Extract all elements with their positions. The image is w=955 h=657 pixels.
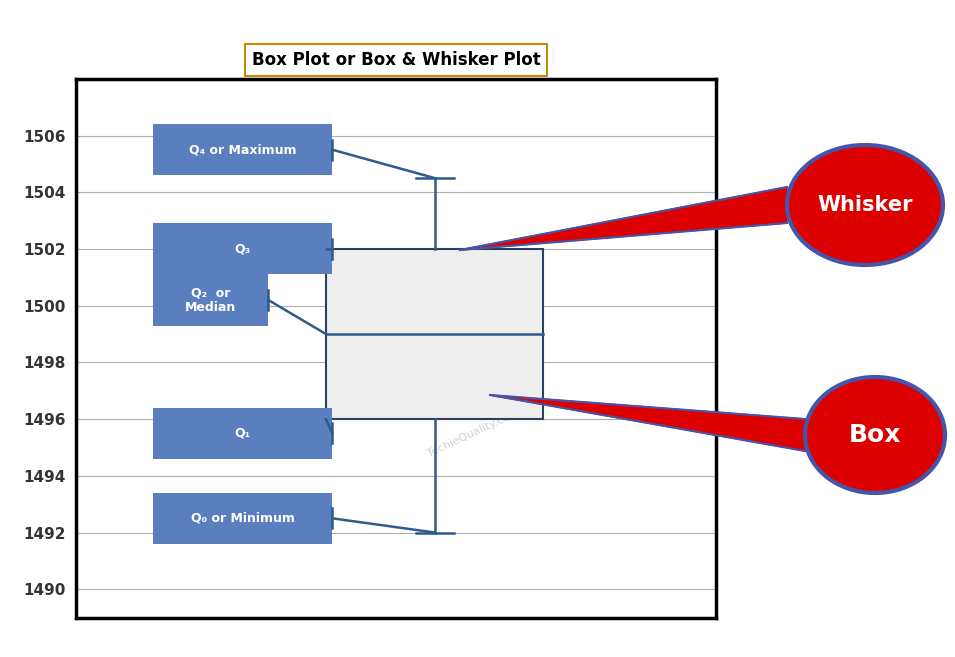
- Polygon shape: [490, 395, 805, 451]
- Title: Box Plot or Box & Whisker Plot: Box Plot or Box & Whisker Plot: [252, 51, 541, 69]
- Bar: [326, 249, 543, 419]
- Bar: [153, 223, 332, 275]
- Text: Q₃: Q₃: [235, 242, 251, 256]
- Text: TechieQuality.com: TechieQuality.com: [425, 407, 520, 459]
- Text: Q₁: Q₁: [235, 427, 251, 440]
- Text: Box: Box: [849, 423, 902, 447]
- Text: Whisker: Whisker: [817, 195, 913, 215]
- Text: Q₂  or
Median: Q₂ or Median: [185, 286, 237, 314]
- Text: Q₀ or Minimum: Q₀ or Minimum: [191, 512, 295, 525]
- Bar: [153, 275, 268, 325]
- Ellipse shape: [805, 377, 945, 493]
- Text: Q₄ or Maximum: Q₄ or Maximum: [189, 143, 296, 156]
- Bar: [153, 493, 332, 544]
- Bar: [153, 124, 332, 175]
- Bar: [153, 408, 332, 459]
- Ellipse shape: [787, 145, 943, 265]
- Polygon shape: [460, 187, 787, 250]
